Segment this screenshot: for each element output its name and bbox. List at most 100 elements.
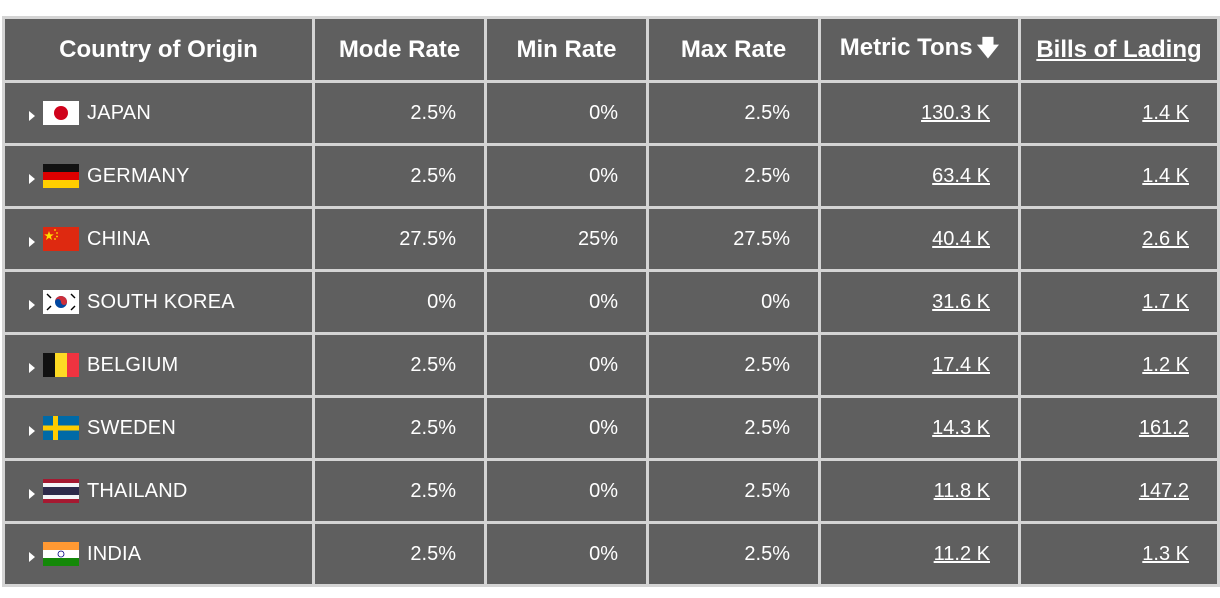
table-header-row: Country of Origin Mode Rate Min Rate Max… bbox=[2, 16, 1220, 83]
metric-tons-cell: 130.3 K bbox=[818, 80, 1021, 146]
mode-rate-cell: 27.5% bbox=[312, 206, 487, 272]
expand-caret-icon[interactable] bbox=[29, 174, 35, 184]
max-rate-cell: 2.5% bbox=[646, 458, 821, 524]
bills-of-lading-link[interactable]: 1.3 K bbox=[1142, 542, 1189, 565]
header-bills-of-lading-link[interactable]: Bills of Lading bbox=[1036, 35, 1202, 63]
germany-flag-icon bbox=[43, 164, 79, 188]
metric-tons-cell: 11.2 K bbox=[818, 521, 1021, 587]
mode-rate-cell: 0% bbox=[312, 269, 487, 335]
bills-of-lading-cell: 147.2 bbox=[1018, 458, 1220, 524]
header-metric-tons[interactable]: Metric Tons 🡇 bbox=[818, 16, 1021, 83]
mode-rate-cell: 2.5% bbox=[312, 80, 487, 146]
country-cell: GERMANY bbox=[2, 143, 315, 209]
metric-tons-cell: 40.4 K bbox=[818, 206, 1021, 272]
mode-rate-cell: 2.5% bbox=[312, 143, 487, 209]
bills-of-lading-link[interactable]: 2.6 K bbox=[1142, 227, 1189, 250]
country-cell: BELGIUM bbox=[2, 332, 315, 398]
country-name: SOUTH KOREA bbox=[87, 290, 235, 313]
bills-of-lading-cell: 1.4 K bbox=[1018, 143, 1220, 209]
bills-of-lading-link[interactable]: 147.2 bbox=[1138, 479, 1189, 502]
country-cell: CHINA bbox=[2, 206, 315, 272]
table-row: SWEDEN 2.5% 0% 2.5% 14.3 K 161.2 bbox=[2, 395, 1220, 461]
metric-tons-link[interactable]: 14.3 K bbox=[932, 416, 990, 439]
max-rate-cell: 27.5% bbox=[646, 206, 821, 272]
country-cell: SOUTH KOREA bbox=[2, 269, 315, 335]
tariff-table-container: Country of Origin Mode Rate Min Rate Max… bbox=[2, 16, 1220, 587]
metric-tons-link[interactable]: 11.2 K bbox=[933, 542, 990, 565]
table-row: INDIA 2.5% 0% 2.5% 11.2 K 1.3 K bbox=[2, 521, 1220, 587]
table-row: GERMANY 2.5% 0% 2.5% 63.4 K 1.4 K bbox=[2, 143, 1220, 209]
header-mode-rate[interactable]: Mode Rate bbox=[312, 16, 487, 83]
header-country-of-origin[interactable]: Country of Origin bbox=[2, 16, 315, 83]
table-row: SOUTH KOREA 0% 0% 0% 31.6 K 1.7 K bbox=[2, 269, 1220, 335]
country-cell: THAILAND bbox=[2, 458, 315, 524]
min-rate-cell: 0% bbox=[484, 395, 649, 461]
metric-tons-link[interactable]: 40.4 K bbox=[932, 227, 990, 250]
bills-of-lading-cell: 161.2 bbox=[1018, 395, 1220, 461]
metric-tons-link[interactable]: 17.4 K bbox=[932, 353, 990, 376]
min-rate-cell: 0% bbox=[484, 80, 649, 146]
header-max-rate[interactable]: Max Rate bbox=[646, 16, 821, 83]
japan-flag-icon bbox=[43, 101, 79, 125]
expand-caret-icon[interactable] bbox=[29, 552, 35, 562]
sweden-flag-icon bbox=[43, 416, 79, 440]
metric-tons-link[interactable]: 11.8 K bbox=[933, 479, 990, 502]
country-name: INDIA bbox=[87, 542, 142, 565]
mode-rate-cell: 2.5% bbox=[312, 332, 487, 398]
metric-tons-link[interactable]: 31.6 K bbox=[932, 290, 990, 313]
max-rate-cell: 2.5% bbox=[646, 521, 821, 587]
metric-tons-cell: 14.3 K bbox=[818, 395, 1021, 461]
min-rate-cell: 25% bbox=[484, 206, 649, 272]
metric-tons-cell: 17.4 K bbox=[818, 332, 1021, 398]
metric-tons-link[interactable]: 130.3 K bbox=[921, 101, 990, 124]
country-name: GERMANY bbox=[87, 164, 190, 187]
bills-of-lading-cell: 1.7 K bbox=[1018, 269, 1220, 335]
country-name: JAPAN bbox=[87, 101, 151, 124]
belgium-flag-icon bbox=[43, 353, 79, 377]
table-row: BELGIUM 2.5% 0% 2.5% 17.4 K 1.2 K bbox=[2, 332, 1220, 398]
south-korea-flag-icon bbox=[43, 290, 79, 314]
max-rate-cell: 2.5% bbox=[646, 332, 821, 398]
bills-of-lading-link[interactable]: 1.4 K bbox=[1142, 101, 1189, 124]
expand-caret-icon[interactable] bbox=[29, 489, 35, 499]
bills-of-lading-cell: 1.4 K bbox=[1018, 80, 1220, 146]
header-bills-of-lading[interactable]: Bills of Lading bbox=[1018, 16, 1220, 83]
bills-of-lading-cell: 2.6 K bbox=[1018, 206, 1220, 272]
country-name: BELGIUM bbox=[87, 353, 179, 376]
india-flag-icon bbox=[43, 542, 79, 566]
min-rate-cell: 0% bbox=[484, 458, 649, 524]
min-rate-cell: 0% bbox=[484, 521, 649, 587]
metric-tons-cell: 63.4 K bbox=[818, 143, 1021, 209]
arrow-down-icon[interactable]: 🡇 bbox=[976, 34, 1000, 60]
bills-of-lading-link[interactable]: 1.2 K bbox=[1142, 353, 1189, 376]
china-flag-icon bbox=[43, 227, 79, 251]
min-rate-cell: 0% bbox=[484, 143, 649, 209]
max-rate-cell: 0% bbox=[646, 269, 821, 335]
country-cell: INDIA bbox=[2, 521, 315, 587]
country-name: THAILAND bbox=[87, 479, 188, 502]
country-name: CHINA bbox=[87, 227, 151, 250]
header-min-rate[interactable]: Min Rate bbox=[484, 16, 649, 83]
thailand-flag-icon bbox=[43, 479, 79, 503]
table-row: JAPAN 2.5% 0% 2.5% 130.3 K 1.4 K bbox=[2, 80, 1220, 146]
mode-rate-cell: 2.5% bbox=[312, 395, 487, 461]
country-cell: JAPAN bbox=[2, 80, 315, 146]
bills-of-lading-cell: 1.3 K bbox=[1018, 521, 1220, 587]
expand-caret-icon[interactable] bbox=[29, 426, 35, 436]
bills-of-lading-link[interactable]: 1.4 K bbox=[1142, 164, 1189, 187]
table-row: CHINA 27.5% 25% 27.5% 40.4 K 2.6 K bbox=[2, 206, 1220, 272]
expand-caret-icon[interactable] bbox=[29, 363, 35, 373]
max-rate-cell: 2.5% bbox=[646, 395, 821, 461]
metric-tons-link[interactable]: 63.4 K bbox=[932, 164, 990, 187]
bills-of-lading-link[interactable]: 1.7 K bbox=[1142, 290, 1189, 313]
expand-caret-icon[interactable] bbox=[29, 111, 35, 121]
country-cell: SWEDEN bbox=[2, 395, 315, 461]
expand-caret-icon[interactable] bbox=[29, 300, 35, 310]
max-rate-cell: 2.5% bbox=[646, 143, 821, 209]
max-rate-cell: 2.5% bbox=[646, 80, 821, 146]
bills-of-lading-cell: 1.2 K bbox=[1018, 332, 1220, 398]
expand-caret-icon[interactable] bbox=[29, 237, 35, 247]
header-metric-tons-label: Metric Tons bbox=[839, 33, 973, 61]
metric-tons-cell: 11.8 K bbox=[818, 458, 1021, 524]
bills-of-lading-link[interactable]: 161.2 bbox=[1138, 416, 1189, 439]
